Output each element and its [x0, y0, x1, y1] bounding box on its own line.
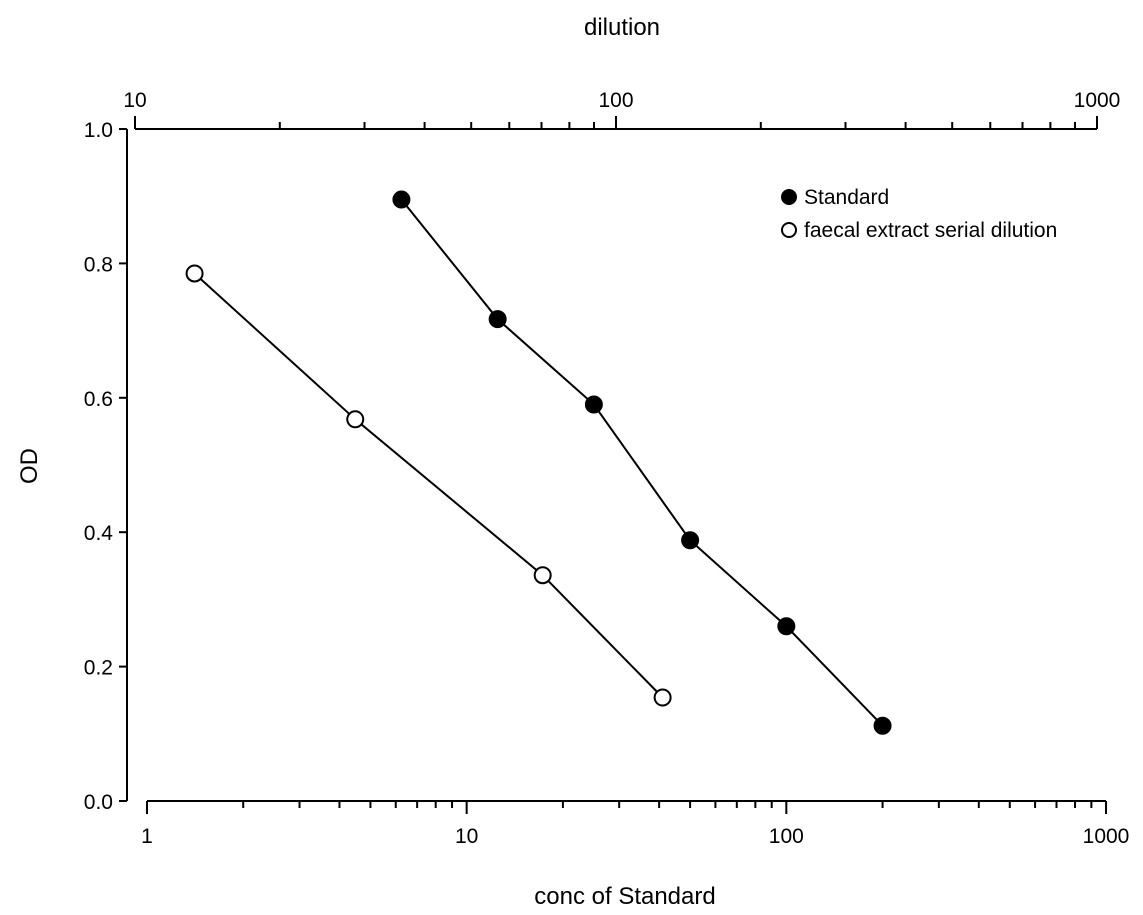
legend: Standard faecal extract serial dilution [781, 186, 1057, 242]
x2-axis-title: dilution [584, 14, 660, 41]
x2-tick-label: 1000 [1074, 89, 1121, 112]
legend-marker-faecal [781, 222, 797, 238]
legend-label-standard: Standard [804, 186, 889, 209]
y-tick-label: 0.0 [84, 791, 113, 814]
y-tick-label: 1.0 [84, 119, 113, 142]
y-tick-label: 0.6 [84, 388, 113, 411]
data-point-standard [873, 716, 892, 735]
x-tick-label: 1 [141, 825, 153, 848]
data-point-standard [777, 617, 796, 636]
y-axis-title: OD [16, 448, 43, 484]
data-point-standard [392, 190, 411, 209]
data-point-standard [681, 531, 700, 550]
legend-marker-standard [781, 189, 797, 205]
y-tick-label: 0.8 [84, 253, 113, 276]
data-point-faecal [185, 264, 204, 283]
x-tick-label: 100 [769, 825, 804, 848]
x2-tick-label: 10 [123, 89, 146, 112]
legend-label-faecal: faecal extract serial dilution [804, 219, 1057, 242]
x-axis-title: conc of Standard [534, 883, 715, 910]
data-point-faecal [346, 410, 365, 429]
y-tick-label: 0.4 [84, 522, 114, 545]
x-tick-label: 1000 [1083, 825, 1130, 848]
data-point-faecal [653, 688, 672, 707]
series-line-faecal [193, 272, 664, 699]
data-point-standard [488, 310, 507, 329]
y-tick-label: 0.2 [84, 657, 113, 680]
series-line-standard [400, 198, 884, 727]
data-point-standard [584, 395, 603, 414]
data-marks [185, 190, 892, 735]
x2-tick-label: 100 [598, 89, 633, 112]
data-point-faecal [533, 566, 552, 585]
x-tick-label: 10 [455, 825, 478, 848]
axes: 0.0 0.2 0.4 0.6 0.8 1.0 1 10 100 1000 10 100 1000 [84, 89, 1130, 848]
